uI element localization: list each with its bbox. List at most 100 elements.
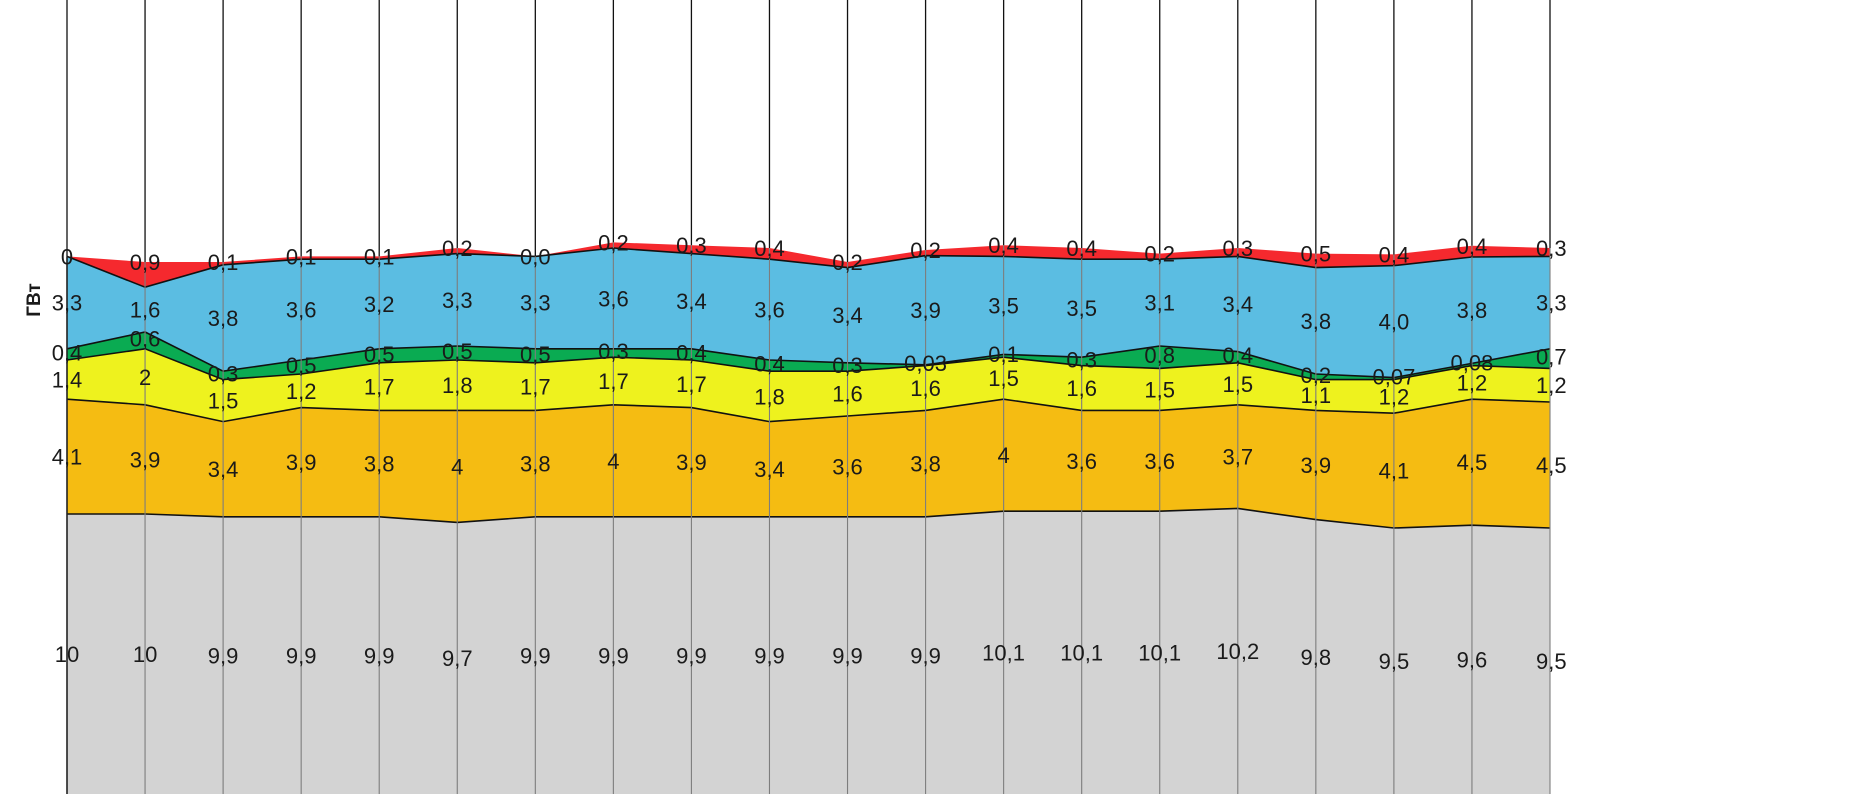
data-label: 1,6 <box>130 298 161 323</box>
data-label: 4,5 <box>1536 453 1567 478</box>
data-label: 1,4 <box>52 368 83 393</box>
data-label: 3,7 <box>1223 445 1254 470</box>
data-label: 3,3 <box>442 288 473 313</box>
data-label: 0,2 <box>832 250 863 275</box>
data-label: 3,3 <box>520 291 551 316</box>
data-label: 10,1 <box>1138 641 1181 666</box>
data-label: 3,4 <box>832 303 863 328</box>
area-layers <box>66 242 1551 794</box>
data-label: 0,0 <box>520 244 551 269</box>
data-label: 10 <box>55 642 79 667</box>
data-label: 3,8 <box>364 452 395 477</box>
data-label: 3,6 <box>598 286 629 311</box>
data-label: 0,3 <box>1536 236 1567 261</box>
data-label: 0,1 <box>364 244 395 269</box>
series-boundary-line-3 <box>66 347 1551 381</box>
data-label: 1,2 <box>286 379 317 404</box>
data-label: 9,5 <box>1536 649 1567 674</box>
data-label: 3,6 <box>1066 449 1097 474</box>
data-label: 3,4 <box>676 289 707 314</box>
data-label: 1,6 <box>1066 376 1097 401</box>
data-label: 9,9 <box>832 643 863 668</box>
data-label: 4 <box>997 443 1009 468</box>
data-label: 3,3 <box>52 291 83 316</box>
data-label: 0,5 <box>286 353 317 378</box>
data-label: 10,1 <box>1060 641 1103 666</box>
data-label: 3,8 <box>910 452 941 477</box>
data-label: 4 <box>451 454 463 479</box>
data-label: 4,1 <box>52 445 83 470</box>
data-label: 3,4 <box>1223 292 1254 317</box>
data-label: 0,3 <box>676 233 707 258</box>
data-label: 9,9 <box>676 643 707 668</box>
data-label: 10,1 <box>982 641 1025 666</box>
data-label: 0,3 <box>1066 347 1097 372</box>
data-label: 4,0 <box>1379 310 1410 335</box>
data-label: 9,9 <box>910 643 941 668</box>
data-label: 3,1 <box>1144 291 1175 316</box>
data-label: 9,9 <box>520 643 551 668</box>
data-label: 3,8 <box>1301 309 1332 334</box>
data-label: 0,5 <box>520 342 551 367</box>
data-label: 0,5 <box>364 342 395 367</box>
data-label: 0,4 <box>1379 242 1410 267</box>
data-label: 1,5 <box>1223 372 1254 397</box>
series-boundary-line-1 <box>67 507 1551 529</box>
data-label: 0,5 <box>442 339 473 364</box>
series-boundary-line-2 <box>66 398 1551 423</box>
data-label: 2 <box>139 365 151 390</box>
data-label: 9,9 <box>208 643 239 668</box>
data-label: 1,5 <box>208 389 239 414</box>
data-label: 0 <box>61 244 73 269</box>
data-label: 1,7 <box>676 372 707 397</box>
data-label: 1,6 <box>910 376 941 401</box>
data-label: 0,1 <box>988 342 1019 367</box>
data-label: 0,4 <box>1223 343 1254 368</box>
data-label: 3,4 <box>208 457 239 482</box>
data-label: 1,8 <box>754 384 785 409</box>
data-label: 3,6 <box>754 298 785 323</box>
data-label: 3,6 <box>1144 449 1175 474</box>
data-label: 0,8 <box>1144 343 1175 368</box>
data-label: 0,2 <box>1144 242 1175 267</box>
data-label: 4,1 <box>1379 459 1410 484</box>
data-labels: 10 10 9,9 9,9 9,9 9,7 9,9 9,9 9,9 9,9 9,9 9,9 10,1 10… <box>52 230 1567 674</box>
data-label: 0,03 <box>904 351 947 376</box>
series-boundary-line-5 <box>66 247 1551 289</box>
data-label: 10,2 <box>1216 639 1259 664</box>
area-series-2 <box>67 399 1550 528</box>
data-label: 3,6 <box>286 298 317 323</box>
data-label: 0,2 <box>442 236 473 261</box>
data-label: 0,4 <box>1457 234 1488 259</box>
data-label: 3,8 <box>208 306 239 331</box>
data-label: 3,9 <box>910 298 941 323</box>
data-label: 0,4 <box>754 236 785 261</box>
data-label: 0,2 <box>598 230 629 255</box>
data-label: 0,3 <box>832 353 863 378</box>
data-label: 0,1 <box>286 244 317 269</box>
area-series-5 <box>67 248 1550 378</box>
data-label: 3,4 <box>754 457 785 482</box>
data-label: 1,7 <box>364 375 395 400</box>
data-label: 9,9 <box>364 643 395 668</box>
data-label: 1,7 <box>520 375 551 400</box>
data-label: 3,8 <box>520 452 551 477</box>
data-label: 9,9 <box>598 643 629 668</box>
data-label: 1,2 <box>1379 384 1410 409</box>
area-series-1 <box>67 508 1550 794</box>
data-label: 0,3 <box>598 339 629 364</box>
y-axis-label: ГВт <box>24 283 45 317</box>
data-label: 3,3 <box>1536 291 1567 316</box>
data-label: 1,6 <box>832 382 863 407</box>
data-label: 10 <box>133 642 157 667</box>
vertical-gridlines <box>66 0 1551 794</box>
data-label: 4 <box>607 449 619 474</box>
data-label: 0,7 <box>1536 345 1567 370</box>
data-label: 0,07 <box>1372 365 1415 390</box>
data-label: 0,4 <box>676 340 707 365</box>
data-label: 0,4 <box>754 352 785 377</box>
data-label: 0,9 <box>130 250 161 275</box>
series-boundary-line-4 <box>66 331 1551 379</box>
data-label: 9,9 <box>286 643 317 668</box>
